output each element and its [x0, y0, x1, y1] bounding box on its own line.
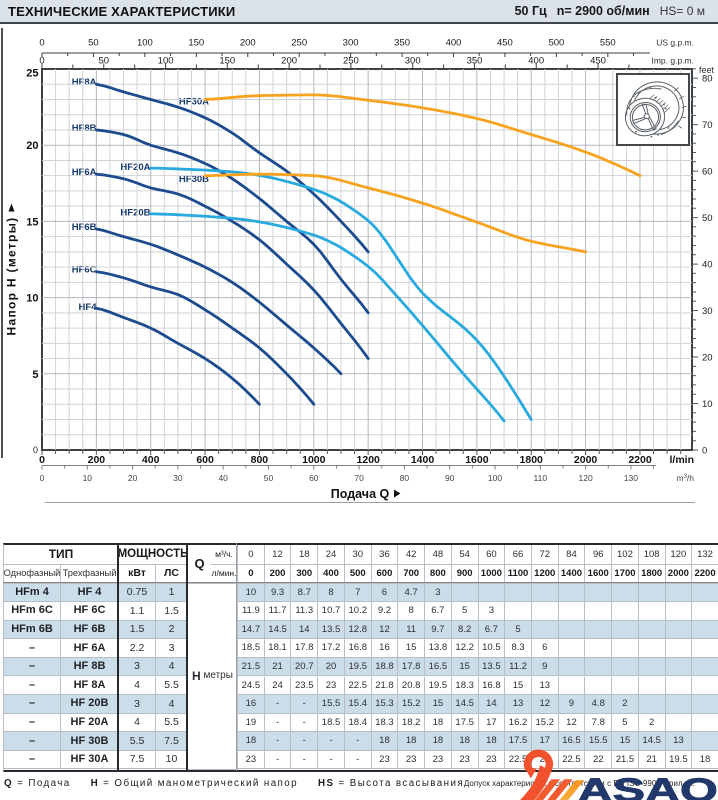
svg-text:HF6B: HF6B	[72, 222, 97, 233]
svg-text:HF6C: HF6C	[72, 265, 97, 276]
svg-text:120: 120	[579, 473, 593, 483]
svg-text:70: 70	[354, 473, 364, 483]
svg-text:10: 10	[702, 399, 713, 410]
svg-text:400: 400	[528, 56, 544, 67]
svg-text:150: 150	[188, 38, 204, 49]
svg-text:HF8A: HF8A	[72, 77, 97, 88]
svg-text:20: 20	[128, 473, 138, 483]
svg-text:100: 100	[158, 56, 174, 67]
svg-text:m3/h: m3/h	[676, 473, 694, 483]
svg-text:600: 600	[196, 454, 214, 466]
svg-text:20: 20	[26, 140, 38, 152]
svg-text:0: 0	[39, 454, 45, 466]
svg-text:HF30A: HF30A	[179, 97, 209, 108]
svg-text:2200: 2200	[628, 454, 652, 466]
svg-text:HF4: HF4	[79, 302, 98, 313]
svg-text:0: 0	[39, 56, 44, 67]
svg-text:0: 0	[39, 38, 44, 49]
svg-text:200: 200	[88, 454, 106, 466]
svg-text:500: 500	[548, 38, 564, 49]
svg-text:2000: 2000	[574, 454, 598, 466]
svg-text:Напор Н (метры): Напор Н (метры)	[5, 217, 19, 336]
svg-text:80: 80	[702, 74, 713, 85]
svg-text:400: 400	[446, 38, 462, 49]
svg-text:US g.p.m.: US g.p.m.	[656, 38, 694, 48]
svg-text:70: 70	[702, 120, 713, 131]
svg-text:30: 30	[173, 473, 183, 483]
svg-text:60: 60	[702, 167, 713, 178]
svg-text:20: 20	[702, 353, 713, 364]
svg-text:HF6A: HF6A	[72, 167, 97, 178]
svg-text:200: 200	[240, 38, 256, 49]
svg-text:100: 100	[488, 473, 502, 483]
svg-text:50: 50	[99, 56, 110, 67]
svg-text:10: 10	[83, 473, 93, 483]
svg-text:400: 400	[142, 454, 160, 466]
svg-text:50: 50	[88, 38, 99, 49]
svg-text:60: 60	[309, 473, 319, 483]
svg-text:100: 100	[137, 38, 153, 49]
svg-text:50: 50	[702, 213, 713, 224]
svg-text:800: 800	[251, 454, 269, 466]
svg-text:HF20B: HF20B	[120, 208, 150, 219]
svg-text:1400: 1400	[411, 454, 435, 466]
svg-text:10: 10	[26, 293, 38, 305]
svg-text:0: 0	[40, 473, 45, 483]
svg-text:feet: feet	[699, 65, 715, 75]
svg-text:300: 300	[405, 56, 421, 67]
svg-text:HF20A: HF20A	[120, 162, 150, 173]
svg-text:1800: 1800	[520, 454, 544, 466]
svg-text:550: 550	[600, 38, 616, 49]
svg-text:450: 450	[497, 38, 513, 49]
svg-text:250: 250	[343, 56, 359, 67]
svg-text:110: 110	[534, 473, 548, 483]
svg-text:150: 150	[219, 56, 235, 67]
svg-text:1600: 1600	[465, 454, 489, 466]
svg-text:1000: 1000	[302, 454, 326, 466]
svg-text:90: 90	[445, 473, 455, 483]
svg-text:250: 250	[291, 38, 307, 49]
svg-text:5: 5	[32, 369, 38, 381]
svg-text:80: 80	[400, 473, 410, 483]
svg-text:Подача Q: Подача Q	[331, 487, 390, 501]
svg-text:ASAO: ASAO	[578, 771, 718, 800]
svg-text:40: 40	[702, 260, 713, 271]
svg-text:50: 50	[264, 473, 274, 483]
svg-text:30: 30	[702, 306, 713, 317]
svg-text:200: 200	[281, 56, 297, 67]
svg-text:40: 40	[218, 473, 228, 483]
svg-text:350: 350	[467, 56, 483, 67]
svg-text:0: 0	[33, 445, 38, 455]
svg-text:l/min: l/min	[669, 454, 694, 466]
svg-text:450: 450	[590, 56, 606, 67]
svg-text:350: 350	[394, 38, 410, 49]
svg-text:1200: 1200	[357, 454, 381, 466]
svg-text:0: 0	[702, 446, 707, 457]
svg-text:25: 25	[26, 68, 38, 80]
svg-text:15: 15	[26, 216, 38, 228]
svg-text:130: 130	[624, 473, 638, 483]
svg-text:300: 300	[343, 38, 359, 49]
svg-text:Imp. g.p.m.: Imp. g.p.m.	[651, 56, 694, 66]
svg-text:HF8B: HF8B	[72, 123, 97, 134]
